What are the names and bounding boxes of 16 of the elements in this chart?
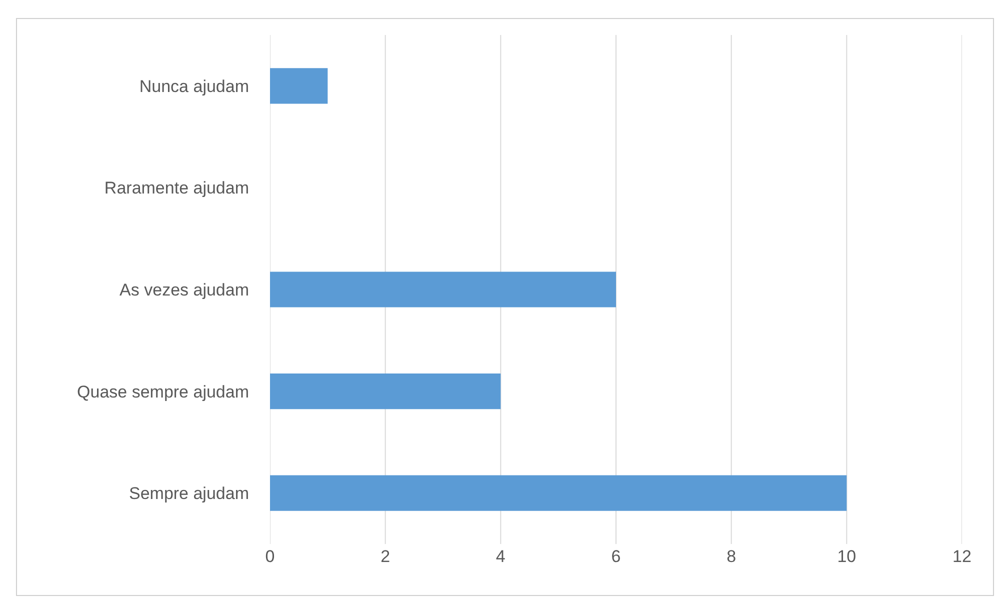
bar	[270, 68, 328, 104]
bar	[270, 475, 847, 511]
y-tick-label: Raramente ajudam	[104, 178, 249, 198]
y-tick-label: Nunca ajudam	[139, 76, 249, 96]
x-tick-label: 2	[380, 547, 390, 566]
x-tick-label: 4	[496, 547, 506, 566]
x-tick-label: 6	[611, 547, 621, 566]
bar	[270, 272, 616, 308]
x-tick-label: 12	[952, 547, 972, 566]
y-tick-label: As vezes ajudam	[120, 280, 249, 300]
y-tick-label: Quase sempre ajudam	[77, 382, 249, 402]
y-tick-label: Sempre ajudam	[128, 484, 249, 504]
x-tick-label: 10	[837, 547, 856, 566]
bar	[270, 373, 501, 410]
x-tick-label: 8	[726, 547, 736, 566]
x-tick-label: 0	[265, 547, 275, 566]
